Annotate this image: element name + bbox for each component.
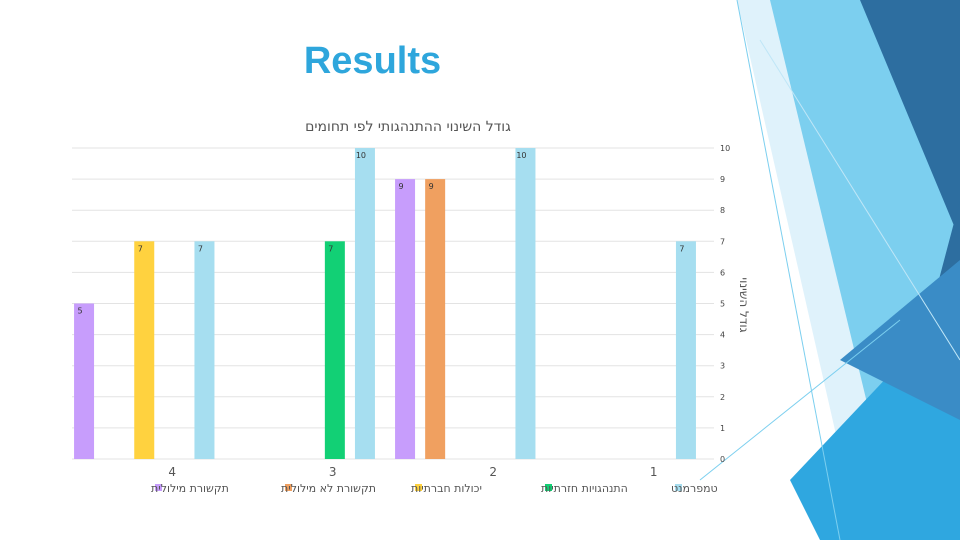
bar [675, 241, 696, 459]
bar-data-label: 7 [138, 244, 143, 253]
bar [134, 241, 155, 459]
bar [324, 241, 345, 459]
bar [395, 179, 416, 459]
bar [354, 148, 375, 459]
chart-title: גודל השינוי ההתנהגותי לפי תחומים [305, 119, 511, 135]
y-tick-label: 4 [720, 331, 725, 340]
y-tick-label: 9 [720, 175, 725, 184]
y-tick-label: 2 [720, 393, 725, 402]
gridlines [72, 147, 714, 460]
y-tick-label: 6 [720, 268, 725, 277]
bar-data-label: 7 [679, 244, 684, 253]
y-axis-ticks: 0 1 2 3 4 5 6 7 8 9 10 [720, 144, 730, 464]
legend-swatch [675, 484, 682, 491]
legend-label: טמפרמנט [671, 482, 718, 495]
data-labels: 7 10 9 9 10 7 7 7 5 [78, 151, 685, 316]
bar-data-label: 7 [198, 244, 203, 253]
bar-data-label: 5 [78, 307, 83, 316]
y-tick-label: 5 [720, 300, 725, 309]
y-tick-label: 10 [720, 144, 730, 153]
y-tick-label: 0 [720, 455, 725, 464]
y-tick-label: 7 [720, 237, 725, 246]
bar-data-label: 7 [328, 244, 333, 253]
y-tick-label: 8 [720, 206, 725, 215]
y-tick-label: 3 [720, 362, 725, 371]
x-axis-categories: 1 2 3 4 [168, 465, 657, 479]
x-category-label: 2 [489, 465, 497, 479]
legend-swatch [545, 484, 552, 491]
bar-data-label: 9 [429, 182, 434, 191]
bar [515, 148, 536, 459]
bar-data-label: 9 [399, 182, 404, 191]
legend-swatch [415, 484, 422, 491]
legend: טמפרמנט התנהגויות חזרתיות יכולות חברתיות תק… [151, 482, 718, 495]
x-category-label: 1 [650, 465, 658, 479]
bar-data-label: 10 [516, 151, 526, 160]
y-tick-label: 1 [720, 424, 725, 433]
bars [74, 148, 696, 459]
y-axis-title: גודל השינוי [737, 277, 751, 332]
legend-swatch [285, 484, 292, 491]
x-category-label: 4 [168, 465, 176, 479]
legend-label: תקשורת מילולית [151, 482, 229, 495]
legend-label: התנהגויות חזרתיות [541, 482, 628, 495]
bar [194, 241, 215, 459]
legend-label: יכולות חברתיות [411, 482, 482, 495]
x-category-label: 3 [329, 465, 337, 479]
bar [425, 179, 446, 459]
slide-title: Results [303, 40, 442, 82]
bar-data-label: 10 [356, 151, 366, 160]
bar [74, 303, 95, 459]
legend-label: תקשורת לא מילולית [281, 482, 376, 495]
legend-swatch [155, 484, 162, 491]
